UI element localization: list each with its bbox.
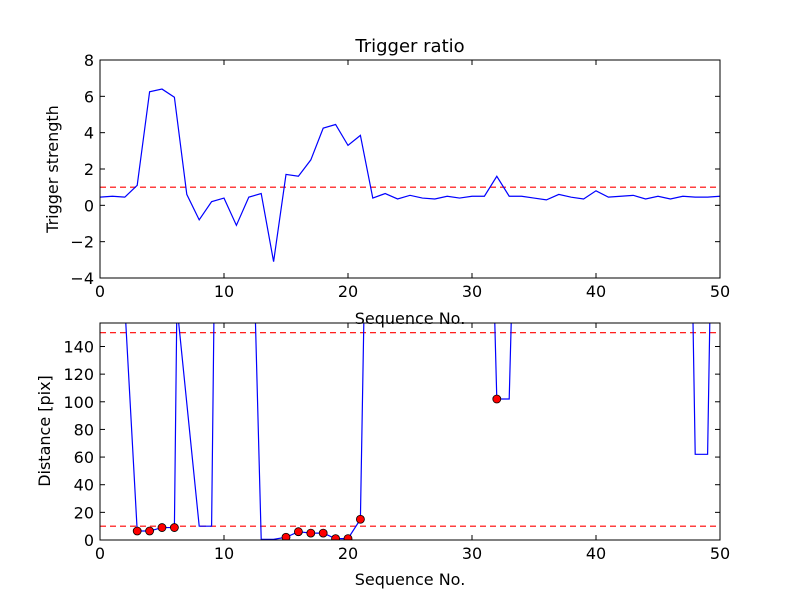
x-tick-label: 0 (95, 282, 105, 301)
distance-chart: Distance [pix] Sequence No. 0 10 20 30 40 500… (35, 322, 730, 589)
y-tick-label: 140 (63, 337, 94, 356)
y-tick-label: 120 (63, 365, 94, 384)
trigger-point (318, 528, 328, 538)
y-tick-label: 6 (84, 87, 94, 106)
series-line (100, 88, 720, 262)
trigger-point (157, 523, 167, 532)
y-tick-label: 4 (84, 124, 94, 143)
trigger-point (293, 527, 303, 537)
trigger-point (132, 526, 142, 536)
y-tick-label: 2 (84, 160, 94, 179)
x-tick-label: 50 (710, 544, 730, 563)
x-tick-label: 50 (710, 282, 730, 301)
plot-area (100, 323, 720, 540)
trigger-point (169, 523, 179, 532)
x-tick-label: 20 (338, 282, 358, 301)
trigger-point (306, 528, 316, 538)
axis-ticks: 0 10 20 30 40 50 −4 −2 0 2 4 6 8 (70, 51, 730, 301)
x-tick-label: 40 (586, 544, 606, 563)
x-axis-label: Sequence No. (355, 570, 466, 589)
trigger-point (492, 394, 502, 404)
axes-frame (99, 322, 721, 541)
x-axis-label: Sequence No. (355, 309, 466, 328)
x-tick-label: 40 (586, 282, 606, 301)
x-tick-label: 30 (462, 544, 482, 563)
trigger-ratio-chart: Trigger ratio Trigger strength Sequence … (43, 36, 730, 328)
y-axis-label: Trigger strength (43, 105, 62, 234)
axis-ticks: 0 10 20 30 40 50 0 20 40 60 80 100 120 140 (63, 323, 730, 563)
y-tick-label: 100 (63, 393, 94, 412)
axes-frame (99, 59, 721, 279)
y-tick-label: 8 (84, 51, 94, 70)
x-tick-label: 30 (462, 282, 482, 301)
y-tick-label: 20 (74, 503, 94, 522)
y-tick-label: 0 (84, 196, 94, 215)
series-line (125, 323, 711, 540)
y-tick-label: 40 (74, 476, 94, 495)
x-tick-label: 10 (214, 544, 234, 563)
y-tick-label: −4 (70, 269, 94, 288)
y-tick-label: 0 (84, 531, 94, 550)
x-tick-label: 0 (95, 544, 105, 563)
x-tick-label: 10 (214, 282, 234, 301)
y-tick-label: 80 (74, 420, 94, 439)
trigger-point (145, 526, 155, 536)
trigger-point (355, 514, 365, 524)
y-tick-label: 60 (74, 448, 94, 467)
y-tick-label: −2 (70, 233, 94, 252)
y-axis-label: Distance [pix] (35, 375, 54, 487)
trigger-point (343, 534, 353, 540)
chart-title: Trigger ratio (354, 36, 464, 57)
plot-area (100, 88, 720, 262)
x-tick-label: 20 (338, 544, 358, 563)
trigger-point (331, 534, 340, 540)
trigger-point (281, 532, 291, 540)
